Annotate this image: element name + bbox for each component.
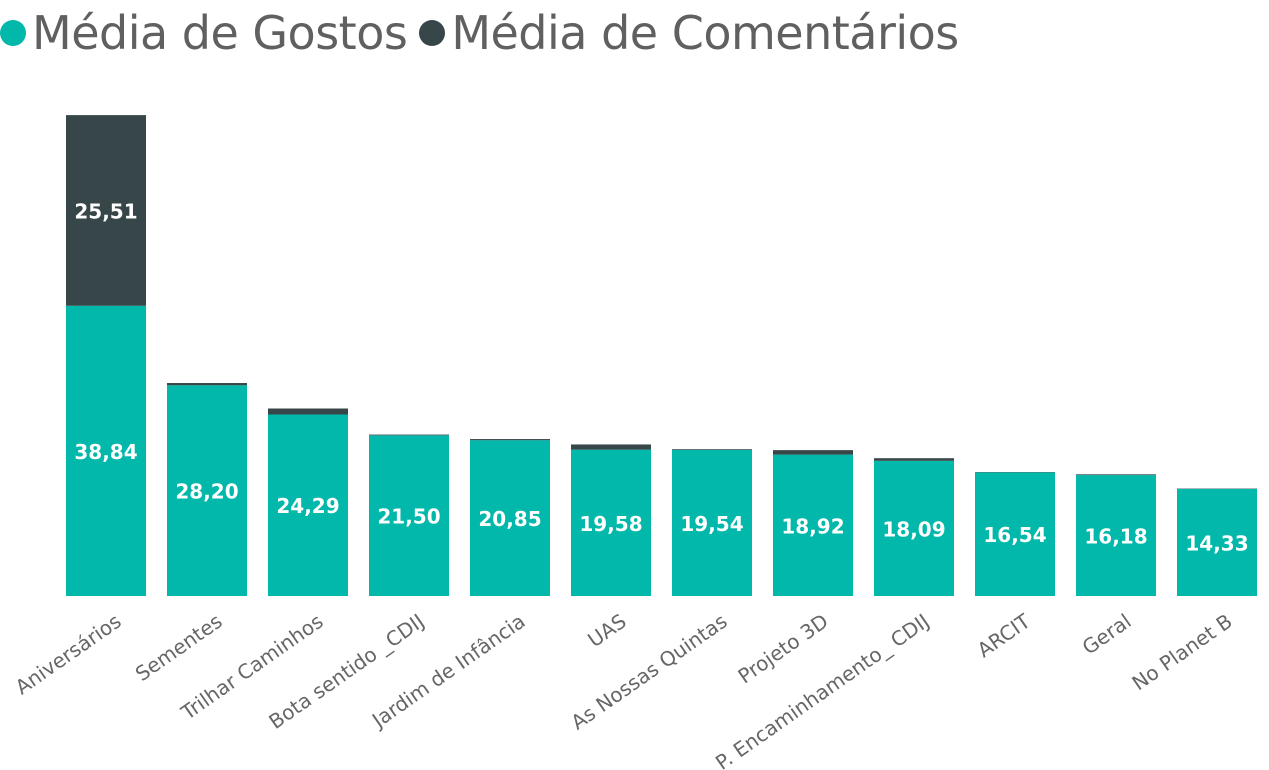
bar-comentarios-1[interactable] [167, 383, 247, 386]
legend-label-comentarios: Média de Comentários [451, 6, 959, 60]
x-tick-label-0: Aniversários [11, 609, 126, 699]
bar-comentarios-6[interactable] [672, 449, 752, 450]
bar-comentarios-5[interactable] [571, 444, 651, 450]
bar-comentarios-8[interactable] [874, 458, 954, 461]
x-tick-label-5: UAS [583, 609, 630, 652]
x-tick-label-1: Sementes [131, 609, 227, 686]
data-label-gostos-5: 19,58 [579, 512, 642, 536]
bar-gostos-7[interactable] [773, 454, 853, 596]
data-label-gostos-8: 18,09 [882, 517, 945, 541]
data-label-gostos-3: 21,50 [377, 505, 440, 529]
bar-gostos-0[interactable] [66, 305, 146, 596]
data-label-gostos-9: 16,54 [983, 523, 1046, 547]
data-label-gostos-11: 14,33 [1185, 531, 1248, 555]
legend-swatch-comentarios [419, 20, 446, 46]
bar-gostos-9[interactable] [975, 472, 1055, 596]
bar-gostos-4[interactable] [470, 440, 550, 596]
data-label-gostos-7: 18,92 [781, 514, 844, 538]
data-label-gostos-0: 38,84 [74, 440, 137, 464]
data-label-gostos-4: 20,85 [478, 507, 541, 531]
legend-swatch-gostos [0, 20, 26, 46]
legend-item-gostos[interactable]: Média de Gostos [0, 6, 408, 60]
bar-comentarios-7[interactable] [773, 450, 853, 455]
bar-gostos-11[interactable] [1177, 488, 1257, 596]
bar-comentarios-10[interactable] [1076, 474, 1156, 476]
data-label-gostos-6: 19,54 [680, 512, 743, 536]
legend-item-comentarios[interactable]: Média de Comentários [419, 6, 959, 60]
bar-comentarios-3[interactable] [369, 434, 449, 436]
bar-gostos-3[interactable] [369, 435, 449, 596]
bar-gostos-1[interactable] [167, 385, 247, 596]
x-tick-label-9: ARCIT [973, 608, 1035, 662]
bar-gostos-8[interactable] [874, 460, 954, 596]
x-tick-label-10: Geral [1078, 609, 1136, 660]
x-tick-label-7: Projeto 3D [734, 609, 833, 688]
bar-comentarios-4[interactable] [470, 439, 550, 441]
legend-label-gostos: Média de Gostos [32, 6, 408, 60]
data-label-comentarios-0: 25,51 [74, 199, 137, 223]
bar-gostos-10[interactable] [1076, 475, 1156, 596]
data-label-gostos-2: 24,29 [276, 494, 339, 518]
bar-comentarios-0[interactable] [66, 115, 146, 306]
bar-gostos-2[interactable] [268, 414, 348, 596]
x-tick-label-11: No Planet B [1128, 609, 1237, 695]
bar-gostos-6[interactable] [672, 449, 752, 596]
data-label-gostos-1: 28,20 [175, 480, 238, 504]
bar-comentarios-2[interactable] [268, 408, 348, 415]
data-label-gostos-10: 16,18 [1084, 525, 1147, 549]
legend: Média de Gostos Média de Comentários [0, 4, 971, 62]
bar-gostos-5[interactable] [571, 449, 651, 596]
